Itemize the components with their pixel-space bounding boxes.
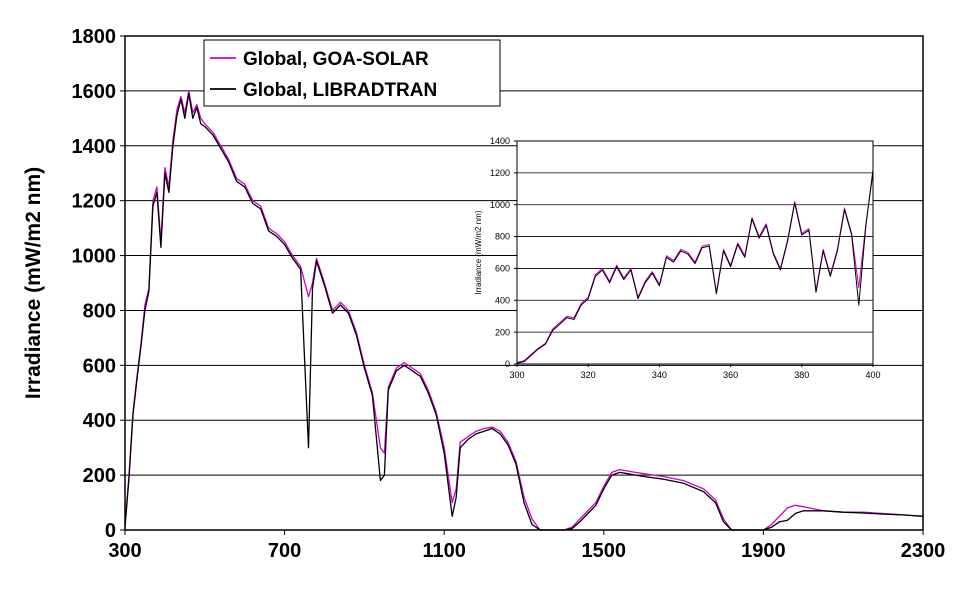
inset-series-line-2 [516,169,874,364]
x-tick-label: 1900 [741,540,786,562]
inset-y-tick-label: 1400 [490,136,510,146]
inset-y-tick-label: 1200 [490,168,510,178]
y-tick-label: 1600 [72,81,117,103]
y-tick-label: 1800 [72,26,117,48]
x-tick-label: 1100 [423,540,466,562]
legend: Global, GOA-SOLAR Global, LIBRADTRAN [203,39,501,107]
inset-y-tick-label: 800 [495,232,510,242]
y-tick-label: 1000 [72,246,117,268]
inset-chart: 0 200 400 600 800 1000 1200 1400 300 320 340 360 380… [474,136,881,380]
inset-plot-area [517,141,873,364]
x-tick-label: 1500 [582,540,627,562]
series-line-2 [124,92,924,531]
x-tick-label: 700 [268,540,301,562]
y-axis-title: Irradiance (mW/m2 nm) [22,167,45,399]
y-tick-label: 200 [83,465,116,487]
inset-x-tick-label: 340 [652,370,667,380]
legend-label: Global, LIBRADTRAN [243,80,437,101]
y-tick-label: 0 [105,520,116,542]
y-tick-label: 1400 [72,136,117,158]
inset-y-tick-label: 400 [495,295,510,305]
y-tick-label: 400 [83,410,116,432]
y-tick-label: 800 [83,300,116,322]
y-tick-label: 600 [83,355,116,377]
y-tick-label: 1200 [72,191,117,213]
legend-label: Global, GOA-SOLAR [243,49,429,70]
inset-y-tick-label: 600 [495,264,510,274]
inset-x-tick-label: 380 [794,370,809,380]
inset-y-tick-label: 0 [505,359,510,369]
inset-y-tick-label: 200 [495,327,510,337]
plot-frame [124,35,924,531]
inset-y-tick-label: 1000 [490,200,510,210]
inset-x-tick-label: 360 [723,370,738,380]
inset-y-axis-title: Irradiance (mW/m2 nm) [474,210,483,294]
x-tick-label: 2300 [901,540,946,562]
x-tick-label: 300 [108,540,141,562]
inset-x-tick-label: 320 [581,370,596,380]
inset-x-tick-label: 400 [865,370,880,380]
inset-plot-frame [516,140,874,365]
inset-x-tick-label: 300 [509,370,524,380]
legend-box [203,39,501,107]
